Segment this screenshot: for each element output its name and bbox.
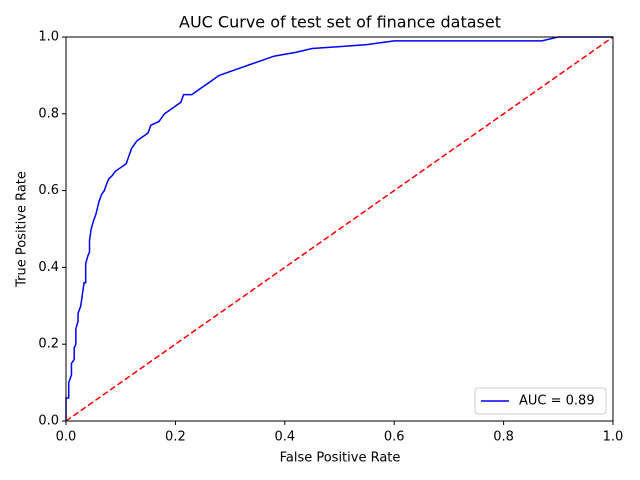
y-tick-label: 0.2	[38, 337, 59, 352]
y-tick-label: 0.6	[38, 183, 59, 198]
chart-title: AUC Curve of test set of finance dataset	[179, 13, 501, 32]
x-tick-label: 0.4	[274, 430, 295, 445]
y-tick-label: 0.8	[38, 106, 59, 121]
y-axis-label: True Positive Rate	[15, 171, 30, 288]
roc-line	[65, 36, 613, 421]
x-tick-label: 0.2	[165, 430, 186, 445]
y-tick-label: 0.4	[38, 260, 59, 275]
legend-box	[474, 387, 607, 415]
x-tick-label: 0.8	[493, 430, 514, 445]
y-tick-label: 1.0	[38, 30, 59, 45]
y-tick-label: 0.0	[38, 414, 59, 429]
x-tick-label: 0.0	[56, 430, 77, 445]
plot-frame	[65, 36, 614, 422]
reference-line	[65, 36, 614, 422]
x-axis-label: False Positive Rate	[280, 451, 401, 466]
x-tick-label: 1.0	[603, 430, 624, 445]
x-tick-label: 0.6	[384, 430, 405, 445]
legend-label: AUC = 0.89	[519, 394, 595, 409]
